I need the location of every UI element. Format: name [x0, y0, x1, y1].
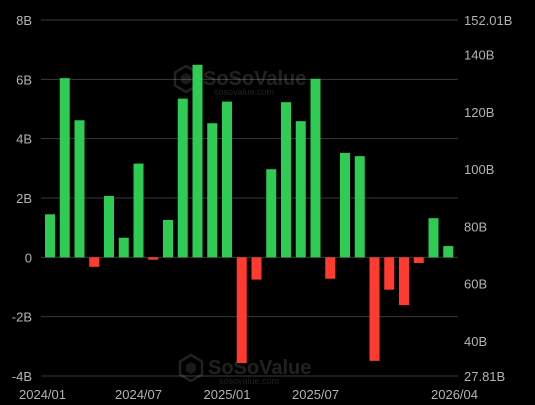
y-axis-right-ticks: 152.01B 140B 120B 100B 80B 60B 40B 27.81B: [464, 13, 512, 384]
bar-2026-04[interactable]: [443, 246, 454, 258]
x-tick-label: 2025/07: [292, 387, 339, 402]
bar-2026-02[interactable]: [413, 257, 424, 263]
watermark-logo-icon: [178, 353, 204, 383]
y-tick-right-label: 40B: [464, 334, 487, 349]
bar-2024-04[interactable]: [89, 257, 100, 267]
watermark-brand: SoSoValue: [208, 357, 311, 379]
y-tick-left-label: -2B: [12, 310, 32, 325]
x-tick-label: 2024/07: [115, 387, 162, 402]
y-tick-left-label: -4B: [12, 369, 32, 384]
y-tick-right-label: 120B: [464, 105, 494, 120]
bar-2025-10[interactable]: [354, 156, 365, 258]
bar-2026-01[interactable]: [399, 257, 409, 306]
bar-2025-06[interactable]: [295, 121, 306, 258]
bar-2025-05[interactable]: [281, 102, 291, 258]
bar-2025-01[interactable]: [222, 101, 232, 258]
x-tick-label: 2026/04: [431, 387, 478, 402]
bar-2024-10[interactable]: [177, 98, 188, 258]
bar-2024-11[interactable]: [192, 64, 203, 258]
x-axis-ticks: 2024/01 2024/07 2025/01 2025/07 2026/04: [19, 387, 478, 402]
x-tick-label: 2025/01: [204, 387, 251, 402]
bar-2025-09[interactable]: [340, 152, 350, 258]
y-tick-right-label: 152.01B: [464, 13, 512, 28]
bar-2024-03[interactable]: [74, 120, 85, 258]
bar-2025-11[interactable]: [369, 257, 380, 361]
x-tick-label: 2024/01: [19, 387, 66, 402]
y-tick-right-label: 100B: [464, 162, 494, 177]
bar-2024-08[interactable]: [148, 257, 159, 260]
bars: [45, 64, 454, 363]
y-tick-left-label: 0: [25, 250, 32, 265]
bar-2024-06[interactable]: [118, 237, 129, 258]
bar-2025-07[interactable]: [310, 78, 321, 258]
y-tick-left-label: 2B: [16, 191, 32, 206]
y-tick-right-label: 60B: [464, 277, 487, 292]
bar-2024-12[interactable]: [207, 123, 218, 258]
bar-2024-07[interactable]: [133, 163, 144, 258]
y-tick-right-label: 27.81B: [464, 369, 505, 384]
bar-2026-03[interactable]: [428, 218, 439, 258]
bar-2025-02[interactable]: [236, 257, 247, 363]
y-tick-left-label: 4B: [16, 132, 32, 147]
bar-2025-08[interactable]: [325, 257, 336, 279]
watermark-url: sosovalue.com: [219, 376, 279, 386]
y-tick-left-label: 6B: [16, 72, 32, 87]
y-tick-right-label: 140B: [464, 47, 494, 62]
bar-2024-09[interactable]: [163, 219, 173, 258]
watermark-top: SoSoValue sosovalue.com: [173, 64, 306, 97]
bar-2024-05[interactable]: [104, 195, 114, 258]
y-tick-left-label: 8B: [16, 13, 32, 28]
bar-2025-12[interactable]: [384, 257, 395, 290]
bar-2024-02[interactable]: [59, 78, 70, 258]
watermark-bottom: SoSoValue sosovalue.com: [178, 353, 311, 386]
watermark-url: sosovalue.com: [214, 87, 274, 97]
watermark-brand: SoSoValue: [203, 68, 306, 90]
bar-2025-03[interactable]: [251, 257, 262, 280]
bar-2024-01[interactable]: [45, 214, 55, 258]
y-axis-left-ticks: 8B 6B 4B 2B 0 -2B -4B: [12, 13, 32, 384]
bar-2025-04[interactable]: [266, 169, 277, 258]
y-tick-right-label: 80B: [464, 219, 487, 234]
